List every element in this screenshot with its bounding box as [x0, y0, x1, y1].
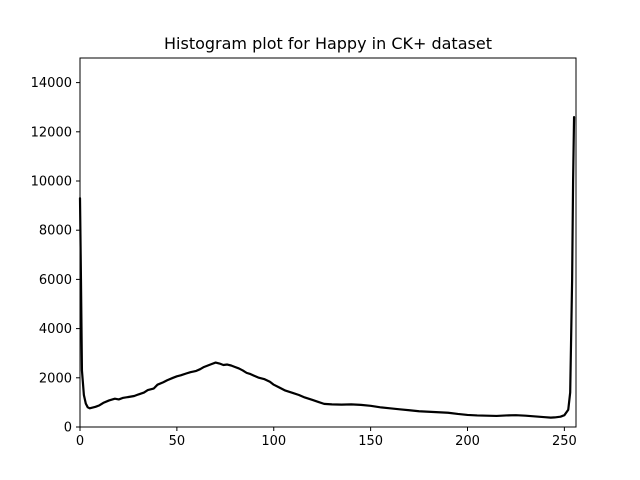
y-tick-label: 10000 — [31, 175, 72, 190]
y-tick-label: 0 — [64, 421, 72, 436]
x-tick-label: 50 — [169, 434, 186, 449]
x-tick-label: 0 — [76, 434, 84, 449]
series-group — [78, 115, 576, 419]
x-axis-ticks: 0 50 100 150 200 250 — [76, 427, 577, 449]
y-tick-label: 8000 — [39, 224, 72, 239]
series-line-0 — [78, 115, 576, 419]
x-tick-label: 150 — [358, 434, 383, 449]
chart-title: Histogram plot for Happy in CK+ dataset — [164, 34, 492, 53]
y-axis-ticks: 0 2000 4000 6000 8000 10000 12000 14000 — [31, 76, 80, 436]
x-tick-label: 250 — [552, 434, 577, 449]
y-tick-label: 12000 — [31, 125, 72, 140]
y-tick-label: 4000 — [39, 322, 72, 337]
y-tick-label: 6000 — [39, 273, 72, 288]
x-tick-label: 100 — [261, 434, 286, 449]
plot-area-frame — [79, 57, 577, 428]
x-tick-label: 200 — [455, 434, 480, 449]
y-tick-label: 2000 — [39, 371, 72, 386]
y-tick-label: 14000 — [31, 76, 72, 91]
